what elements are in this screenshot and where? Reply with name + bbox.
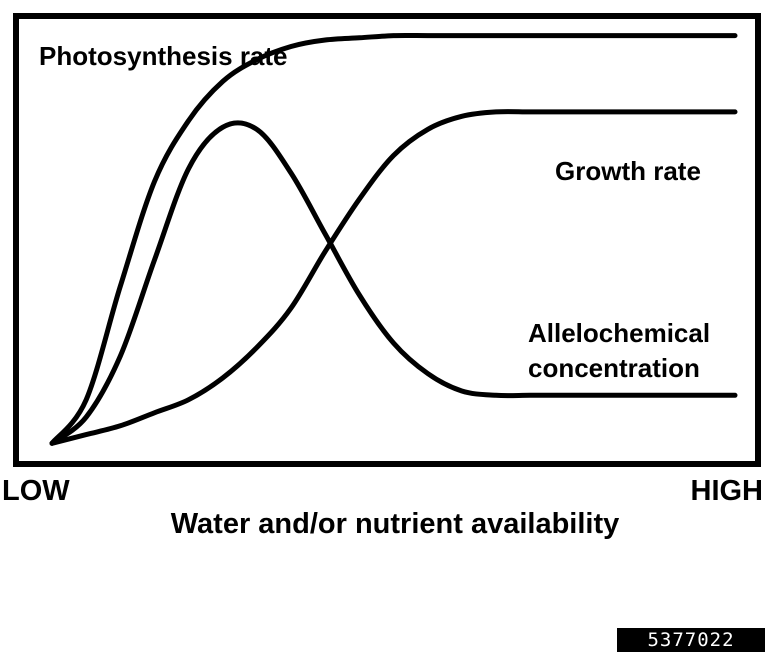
photosynthesis-rate-label: Photosynthesis rate <box>39 41 288 71</box>
x-tick-high: HIGH <box>691 475 764 507</box>
allelochemical-label-line1: Allelochemical <box>528 318 710 348</box>
image-id-badge: 5377022 <box>617 628 765 652</box>
plot-frame <box>13 13 761 467</box>
x-tick-low: LOW <box>2 475 70 507</box>
allelochemical-label-line2: concentration <box>528 353 700 383</box>
series-line-growth-rate <box>49 109 738 446</box>
series-line-photosynthesis-rate <box>49 32 738 446</box>
growth-rate-label: Growth rate <box>555 156 701 186</box>
x-axis-label: Water and/or nutrient availability <box>171 508 620 540</box>
curves <box>49 32 738 446</box>
series-line-allelochemical-concentration <box>49 120 738 446</box>
